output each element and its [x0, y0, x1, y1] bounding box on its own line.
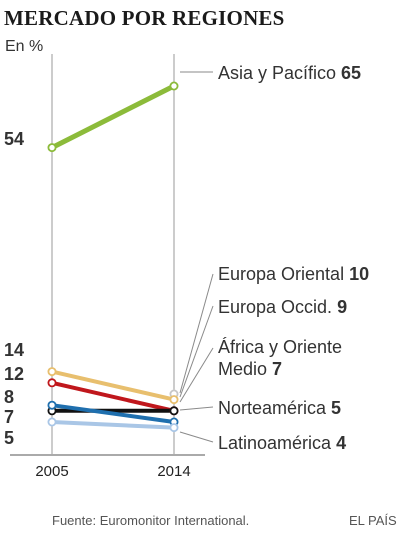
series-line — [50, 403, 176, 424]
series-point — [47, 378, 57, 388]
series-markers — [47, 81, 179, 433]
start-value-label: 14 — [4, 340, 24, 360]
y-axis-unit-label: En % — [5, 38, 44, 55]
start-value-label: 5 — [4, 428, 14, 448]
start-value-label: 8 — [4, 387, 14, 407]
series-line — [50, 420, 176, 430]
series-point — [169, 423, 179, 433]
end-label-value: 9 — [332, 297, 347, 317]
publisher-logo: EL PAÍS — [349, 513, 397, 528]
series-point — [47, 417, 57, 427]
end-label-value: 4 — [331, 433, 346, 453]
x-tick-label: 2005 — [35, 463, 68, 480]
leader-lines — [179, 71, 214, 443]
series-point — [169, 406, 179, 416]
start-value-label: 12 — [4, 364, 24, 384]
x-tick-label: 2014 — [157, 463, 190, 480]
end-label-name: Norteamérica 5 — [218, 398, 341, 418]
chart-title: MERCADO POR REGIONES — [4, 6, 285, 30]
start-value-labels: 54 14 12 875 — [4, 129, 24, 448]
series-lines — [49, 83, 177, 430]
end-labels: Asia y Pacífico 65 Europa Oriental 10 Euro… — [218, 63, 369, 453]
series-line — [50, 380, 176, 413]
start-value-label: 54 — [4, 129, 24, 149]
end-label-name: Latinoamérica 4 — [218, 433, 346, 453]
series-line — [49, 83, 177, 151]
start-value-label: 7 — [4, 407, 14, 427]
leader-line — [179, 273, 214, 394]
axes: 2005 2014 — [10, 54, 205, 480]
series-line — [50, 369, 176, 402]
leader-line — [179, 431, 214, 443]
series-point — [169, 395, 179, 405]
end-label-name: Europa Oriental 10 — [218, 264, 369, 284]
leader-line — [179, 305, 214, 398]
source-note: Fuente: Euromonitor International. — [52, 513, 250, 528]
end-label-value: 7 — [267, 359, 282, 379]
end-label-name: Asia y Pacífico 65 — [218, 63, 361, 83]
end-label-name: Medio 7 — [218, 359, 282, 379]
series-point — [47, 367, 57, 377]
series-point — [47, 400, 57, 410]
end-label-name: Europa Occid. 9 — [218, 297, 347, 317]
series-point — [47, 143, 57, 153]
series-point — [169, 81, 179, 91]
leader-line — [179, 347, 214, 403]
end-label-name: África y Oriente — [218, 337, 342, 357]
leader-line — [179, 406, 214, 411]
end-label-value: 65 — [336, 63, 361, 83]
end-label-value: 5 — [326, 398, 341, 418]
end-label-value: 10 — [344, 264, 369, 284]
